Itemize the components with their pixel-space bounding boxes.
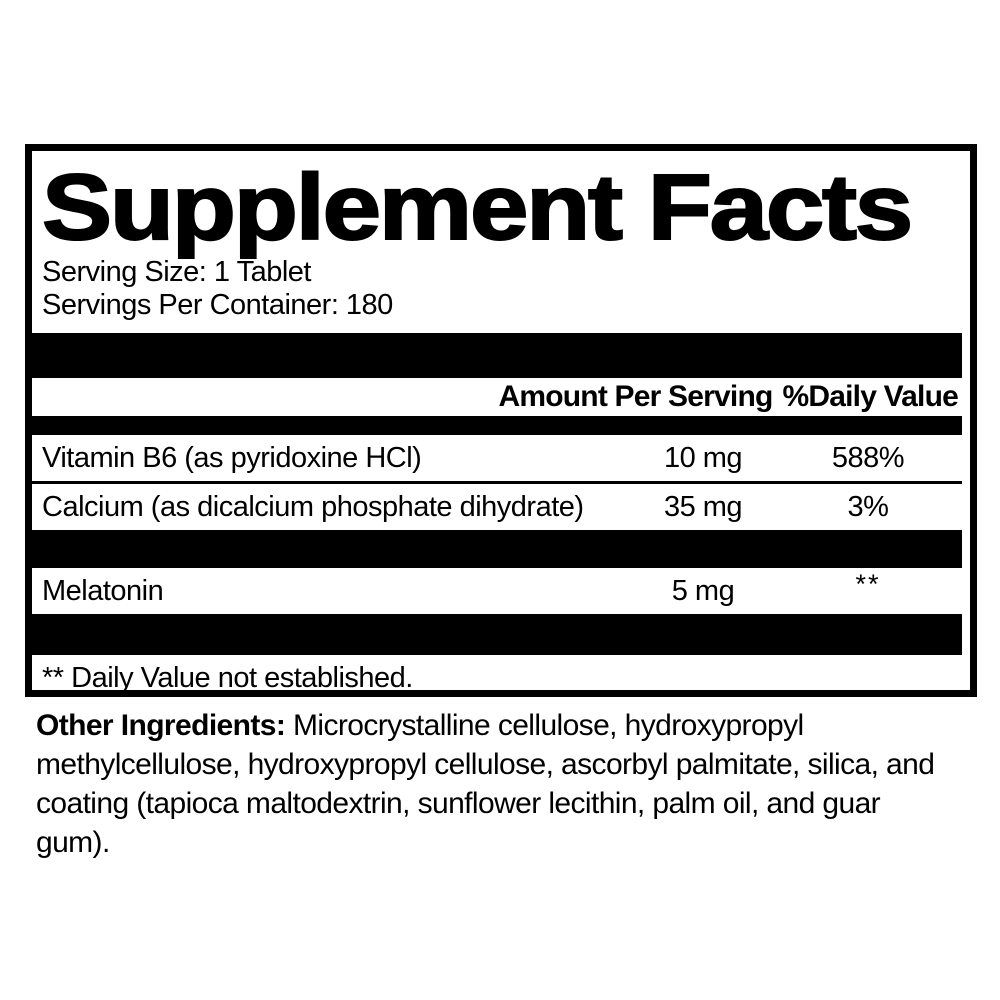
nutrient-name: Melatonin <box>42 574 164 607</box>
nutrient-daily-value: 588% <box>831 441 905 474</box>
daily-value-footnote: ** Daily Value not established. <box>42 662 413 694</box>
nutrient-daily-value: ** <box>855 568 881 599</box>
nutrient-amount: 5 mg <box>671 574 735 607</box>
supplement-facts-title: Supplement Facts <box>41 155 914 259</box>
column-header-row: Amount Per Serving %Daily Value <box>32 378 970 416</box>
nutrient-name: Vitamin B6 (as pyridoxine HCl) <box>42 441 422 474</box>
serving-size: Serving Size: 1 Tablet <box>42 256 311 288</box>
nutrient-amount: 10 mg <box>663 441 743 474</box>
supplement-facts-panel: Supplement Facts Serving Size: 1 Tablet … <box>25 144 977 697</box>
thin-divider <box>32 481 962 484</box>
nutrient-daily-value: 3% <box>847 490 889 523</box>
thick-divider-top <box>32 333 962 378</box>
servings-per-container: Servings Per Container: 180 <box>42 289 393 321</box>
other-ingredients-text: Microcrystalline cellulose, hydroxypropy… <box>36 709 935 859</box>
table-row-melatonin: Melatonin 5 mg ** <box>32 568 970 614</box>
medium-divider-under-header <box>32 416 962 435</box>
table-row-vitamin-b6: Vitamin B6 (as pyridoxine HCl) 10 mg 588… <box>32 435 970 481</box>
thick-divider-middle <box>32 530 962 568</box>
table-row-calcium: Calcium (as dicalcium phosphate dihydrat… <box>32 484 970 530</box>
thick-divider-bottom <box>32 614 962 655</box>
amount-per-serving-header: Amount Per Serving <box>498 380 774 413</box>
nutrient-name: Calcium (as dicalcium phosphate dihydrat… <box>42 490 584 523</box>
other-ingredients-label: Other Ingredients: <box>36 709 286 742</box>
other-ingredients-paragraph: Other Ingredients: Microcrystalline cell… <box>36 706 941 862</box>
nutrient-amount: 35 mg <box>663 490 743 523</box>
daily-value-header: %Daily Value <box>782 380 959 413</box>
